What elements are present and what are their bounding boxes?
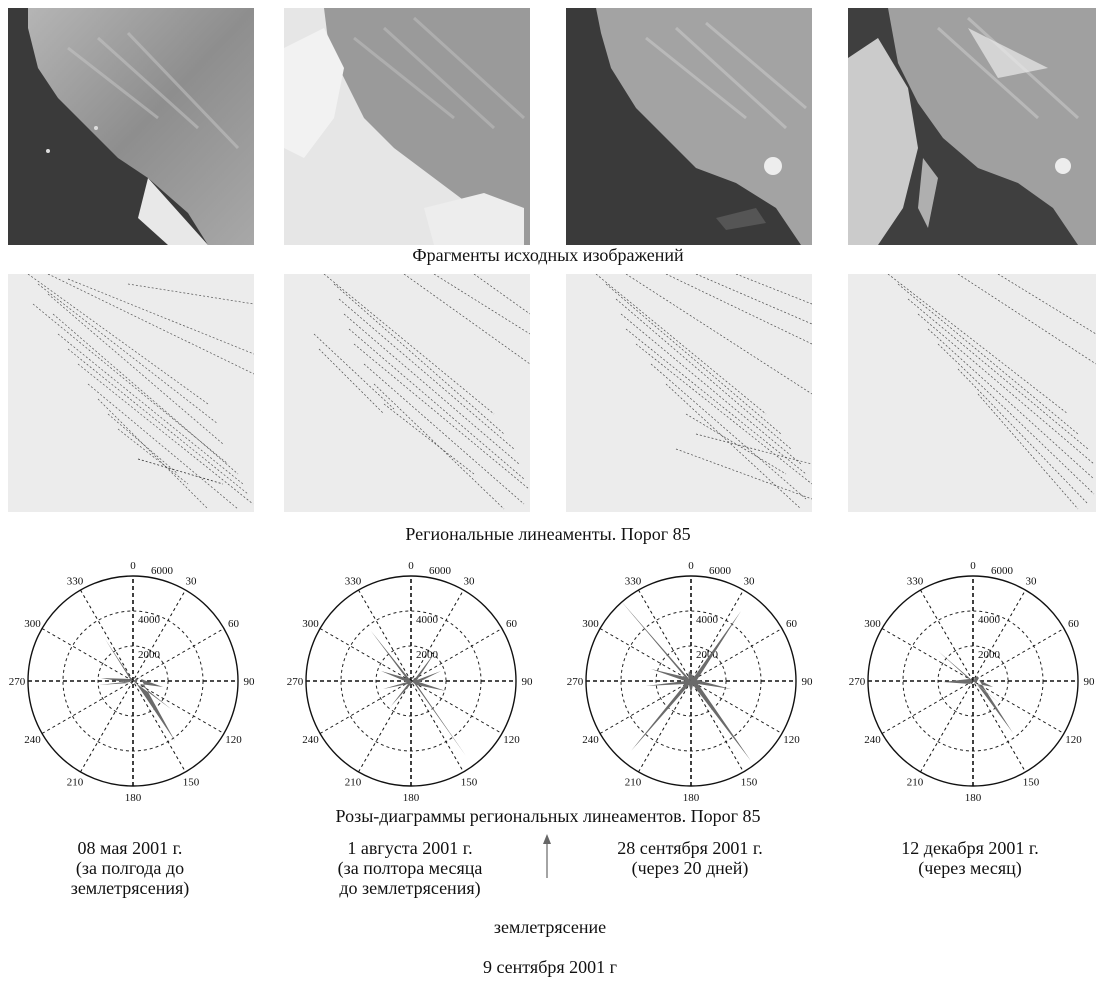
radius-label: 6000 bbox=[709, 565, 732, 577]
angle-label: 0 bbox=[688, 560, 694, 572]
angle-label: 90 bbox=[1084, 676, 1096, 688]
angle-label: 210 bbox=[907, 776, 924, 788]
angle-label: 60 bbox=[786, 618, 798, 630]
angle-label: 150 bbox=[461, 776, 478, 788]
date-may: 08 мая 2001 г. (за полгода до землетрясе… bbox=[70, 838, 190, 898]
lineament-map-december bbox=[848, 274, 1096, 512]
caption-source-images: Фрагменты исходных изображений bbox=[412, 245, 684, 265]
source-image-december bbox=[848, 8, 1096, 245]
angle-label: 90 bbox=[244, 676, 256, 688]
angle-label: 0 bbox=[130, 560, 136, 572]
date-september: 28 сентября 2001 г. (через 20 дней) bbox=[617, 838, 763, 878]
angle-label: 30 bbox=[744, 576, 756, 588]
angle-label: 30 bbox=[464, 576, 476, 588]
radius-label: 2000 bbox=[416, 649, 439, 661]
angle-label: 60 bbox=[1068, 618, 1080, 630]
lineament-map-may bbox=[8, 274, 254, 512]
caption-lineaments: Региональные линеаменты. Порог 85 bbox=[405, 524, 691, 544]
source-image-september bbox=[566, 8, 812, 245]
angle-label: 180 bbox=[403, 792, 420, 804]
lineament-map-september bbox=[566, 274, 812, 512]
rose-diagram-september: 0306090120150180210240270300330200040006… bbox=[567, 560, 814, 804]
angle-label: 180 bbox=[965, 792, 982, 804]
radius-label: 6000 bbox=[991, 565, 1014, 577]
earthquake-label: землетрясение 9 сентября 2001 г bbox=[430, 897, 670, 997]
angle-label: 270 bbox=[567, 676, 584, 688]
angle-label: 240 bbox=[864, 734, 881, 746]
angle-label: 300 bbox=[582, 618, 599, 630]
angle-label: 60 bbox=[228, 618, 240, 630]
angle-label: 150 bbox=[1023, 776, 1040, 788]
date-december: 12 декабря 2001 г. (через месяц) bbox=[901, 838, 1039, 878]
angle-label: 180 bbox=[683, 792, 700, 804]
angle-label: 270 bbox=[287, 676, 304, 688]
angle-label: 0 bbox=[970, 560, 976, 572]
radius-label: 2000 bbox=[978, 649, 1001, 661]
angle-label: 210 bbox=[67, 776, 84, 788]
angle-label: 150 bbox=[183, 776, 200, 788]
angle-label: 90 bbox=[522, 676, 534, 688]
angle-label: 300 bbox=[24, 618, 41, 630]
date-august: 1 августа 2001 г. (за полтора месяца до … bbox=[337, 838, 483, 898]
angle-label: 120 bbox=[225, 734, 242, 746]
angle-label: 150 bbox=[741, 776, 758, 788]
earthquake-line2: 9 сентября 2001 г bbox=[482, 957, 618, 977]
angle-label: 270 bbox=[849, 676, 866, 688]
radius-label: 6000 bbox=[151, 565, 174, 577]
angle-label: 330 bbox=[625, 576, 642, 588]
source-image-august bbox=[284, 8, 530, 245]
rose-diagram-december: 0 30 60 90 120 150 180 210 240 270 300 330 2000 4000 6… bbox=[849, 560, 1096, 804]
angle-label: 120 bbox=[503, 734, 520, 746]
source-image-may bbox=[8, 8, 254, 245]
rose-diagram-may: 0 30 60 90 120 150 180 210 240 270 300 330 2000 4000 6… bbox=[9, 560, 256, 804]
radius-label: 4000 bbox=[696, 614, 719, 626]
rose-diagram-august: 0 30 60 90 120 150 180 210 240 270 300 330 2000 4000 6… bbox=[287, 560, 534, 804]
angle-label: 180 bbox=[125, 792, 142, 804]
rose-petals bbox=[938, 651, 1013, 733]
caption-roses: Розы-диаграммы региональных линеаментов.… bbox=[335, 806, 761, 826]
rose-petals bbox=[371, 631, 466, 756]
angle-label: 330 bbox=[67, 576, 84, 588]
earthquake-line1: землетрясение bbox=[493, 917, 607, 937]
earthquake-arrow bbox=[543, 834, 551, 878]
angle-label: 300 bbox=[864, 618, 881, 630]
angle-label: 0 bbox=[408, 560, 414, 572]
radius-label: 6000 bbox=[429, 565, 452, 577]
radius-label: 4000 bbox=[416, 614, 439, 626]
angle-label: 210 bbox=[625, 776, 642, 788]
lineament-map-august bbox=[284, 274, 530, 512]
angle-label: 330 bbox=[345, 576, 362, 588]
angle-label: 60 bbox=[506, 618, 517, 630]
angle-label: 210 bbox=[345, 776, 362, 788]
angle-label: 240 bbox=[24, 734, 41, 746]
angle-label: 120 bbox=[1065, 734, 1082, 746]
angle-label: 240 bbox=[582, 734, 599, 746]
angle-label: 270 bbox=[9, 676, 26, 688]
angle-label: 300 bbox=[302, 618, 319, 630]
angle-label: 30 bbox=[1026, 576, 1038, 588]
radius-label: 4000 bbox=[138, 614, 161, 626]
rose-petals bbox=[621, 601, 751, 761]
angle-label: 240 bbox=[302, 734, 319, 746]
angle-label: 120 bbox=[783, 734, 800, 746]
angle-label: 90 bbox=[802, 676, 814, 688]
angle-label: 330 bbox=[907, 576, 924, 588]
radius-label: 4000 bbox=[978, 614, 1001, 626]
angle-label: 30 bbox=[186, 576, 198, 588]
radius-label: 2000 bbox=[138, 649, 161, 661]
